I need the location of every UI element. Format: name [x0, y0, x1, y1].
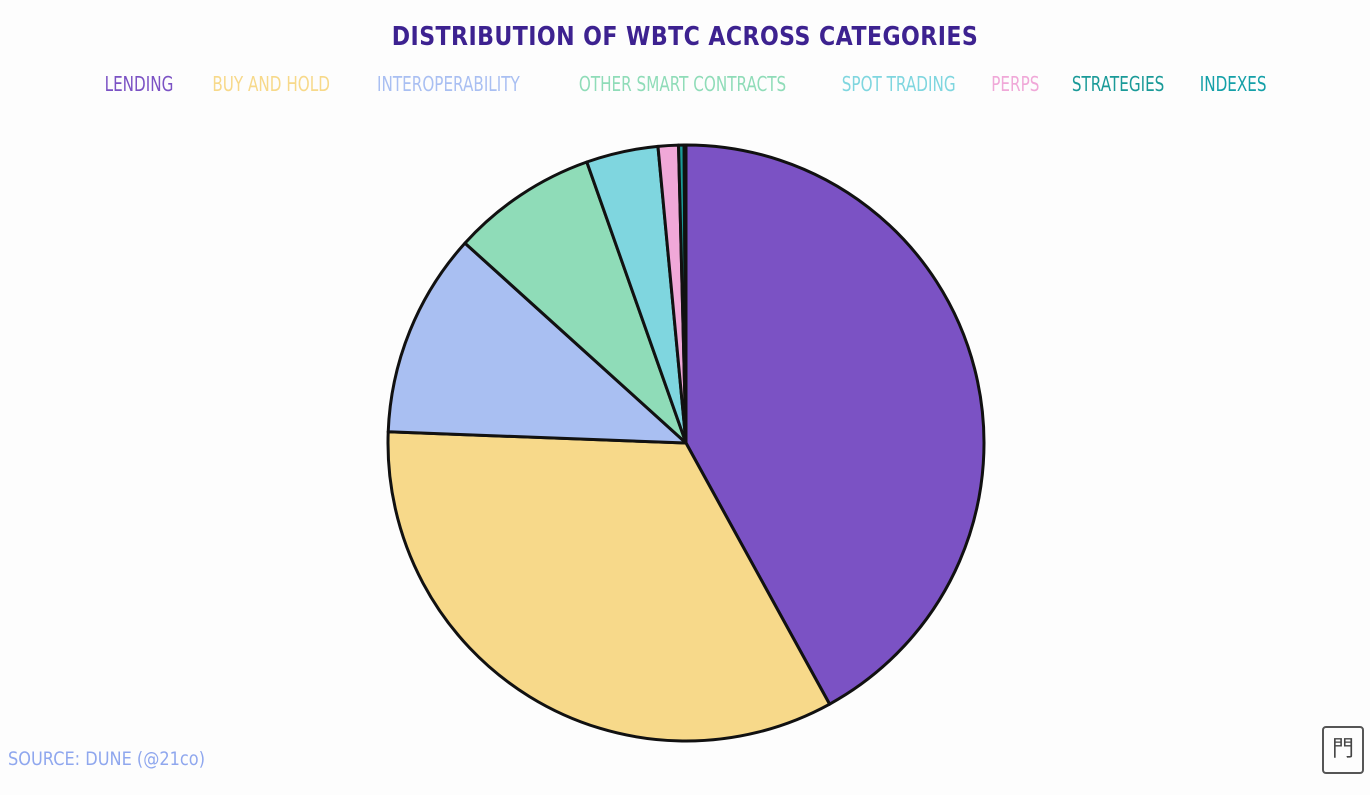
legend-item-buy-and-hold: BUY AND HOLD	[211, 72, 330, 96]
pie-slice-lending	[684, 143, 986, 706]
legend: LENDING BUY AND HOLD INTEROPERABILITY OTHER…	[0, 72, 1370, 96]
legend-item-interoperability: INTEROPERABILITY	[376, 72, 520, 96]
legend-item-lending: LENDING	[104, 72, 174, 96]
pie-slice-other-smart-contracts	[463, 160, 688, 445]
logo-icon: ⾨	[1322, 726, 1364, 774]
pie-slice-interoperability	[386, 241, 688, 445]
pie-slice-buy-and-hold	[386, 430, 832, 743]
legend-item-indexes: INDEXES	[1199, 72, 1266, 96]
legend-item-perps: PERPS	[990, 72, 1039, 96]
legend-item-strategies: STRATEGIES	[1071, 72, 1165, 96]
legend-item-other-smart-contracts: OTHER SMART CONTRACTS	[578, 72, 786, 96]
legend-item-spot-trading: SPOT TRADING	[841, 72, 956, 96]
source-note: SOURCE: DUNE (@21co)	[8, 748, 206, 770]
chart-title: DISTRIBUTION OF WBTC ACROSS CATEGORIES	[391, 22, 979, 52]
pie-slice-indexes	[682, 143, 688, 445]
